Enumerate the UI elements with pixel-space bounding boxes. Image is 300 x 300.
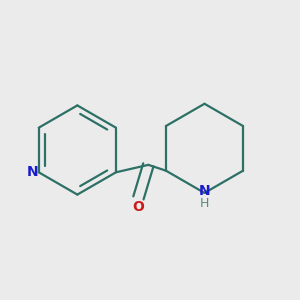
Text: N: N: [199, 184, 210, 198]
Text: N: N: [27, 165, 39, 179]
Text: O: O: [133, 200, 144, 214]
Text: H: H: [200, 197, 209, 210]
